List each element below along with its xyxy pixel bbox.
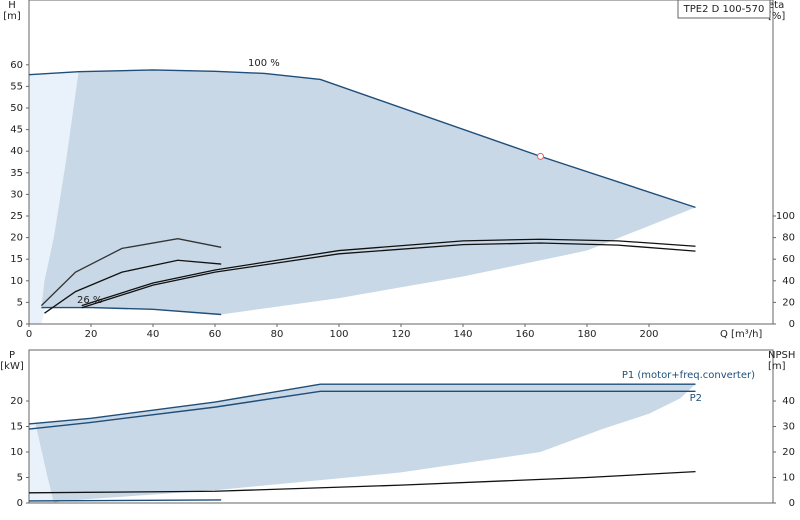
y-tick-label: 0	[17, 498, 23, 509]
x-tick-label: 180	[577, 329, 596, 340]
curve	[41, 306, 222, 316]
x-tick-label: 80	[271, 329, 284, 340]
curve-label: 100 %	[248, 58, 280, 69]
y2-axis-unit: [m]	[768, 361, 786, 372]
duty-point	[537, 152, 544, 160]
y2-tick-label: 100	[776, 211, 795, 222]
curve	[28, 390, 696, 430]
curve-label: P1 (motor+freq.converter)	[622, 370, 755, 381]
y-tick-label: 25	[10, 211, 23, 222]
y2-tick-label: 40	[782, 276, 795, 287]
curve	[28, 499, 222, 502]
y2-tick-label: 30	[782, 422, 795, 433]
y2-tick-label: 60	[782, 254, 795, 265]
y-tick-label: 10	[10, 276, 23, 287]
y-tick-label: 55	[10, 81, 23, 92]
y-tick-label: 20	[10, 233, 23, 244]
y-tick-label: 10	[10, 447, 23, 458]
y-tick-label: 45	[10, 125, 23, 136]
y2-tick-label: 0	[789, 498, 795, 509]
y2-tick-label: 20	[782, 297, 795, 308]
y2-tick-label: 40	[782, 396, 795, 407]
y-tick-label: 0	[17, 319, 23, 330]
y-axis-label: H	[8, 0, 16, 11]
y-tick-label: 15	[10, 254, 23, 265]
operating-region	[29, 422, 54, 503]
curve	[28, 69, 696, 209]
y-tick-label: 15	[10, 422, 23, 433]
y2-axis-label: NPSH	[768, 350, 795, 361]
curve-label: 26 %	[77, 295, 102, 306]
y-tick-label: 30	[10, 189, 23, 200]
y-axis-unit: [m]	[3, 11, 21, 22]
x-tick-label: 120	[391, 329, 410, 340]
chart-title: TPE2 D 100-570	[683, 4, 765, 15]
y-tick-label: 60	[10, 60, 23, 71]
y-tick-label: 5	[17, 297, 23, 308]
y-tick-label: 20	[10, 396, 23, 407]
curve	[28, 470, 696, 494]
y-tick-label: 50	[10, 103, 23, 114]
x-tick-label: 160	[515, 329, 534, 340]
x-tick-label: 200	[639, 329, 658, 340]
title-box	[677, 0, 771, 19]
y2-tick-label: 20	[782, 447, 795, 458]
curve	[81, 238, 696, 307]
y2-tick-label: 80	[782, 233, 795, 244]
y-tick-label: 35	[10, 168, 23, 179]
y-tick-label: 5	[17, 473, 23, 484]
x-tick-label: 100	[329, 329, 348, 340]
x-tick-label: 0	[26, 329, 32, 340]
y2-axis-unit: [%]	[768, 11, 785, 22]
x-tick-label: 40	[147, 329, 160, 340]
curve	[28, 383, 696, 425]
operating-region	[29, 71, 79, 324]
curve	[81, 242, 696, 309]
y-tick-label: 40	[10, 146, 23, 157]
operating-region	[41, 69, 696, 315]
y-axis-unit: [kW]	[0, 361, 24, 372]
y2-axis-label: eta	[768, 0, 784, 11]
y2-tick-label: 10	[782, 473, 795, 484]
y2-tick-label: 0	[789, 319, 795, 330]
x-axis-label: Q [m³/h]	[720, 329, 762, 340]
x-tick-label: 60	[209, 329, 222, 340]
y-axis-label: P	[9, 350, 15, 361]
curve	[44, 259, 222, 314]
x-tick-label: 140	[453, 329, 472, 340]
curve-label: P2	[690, 393, 702, 404]
x-tick-label: 20	[85, 329, 98, 340]
curve	[40, 238, 222, 307]
operating-region	[35, 384, 696, 503]
